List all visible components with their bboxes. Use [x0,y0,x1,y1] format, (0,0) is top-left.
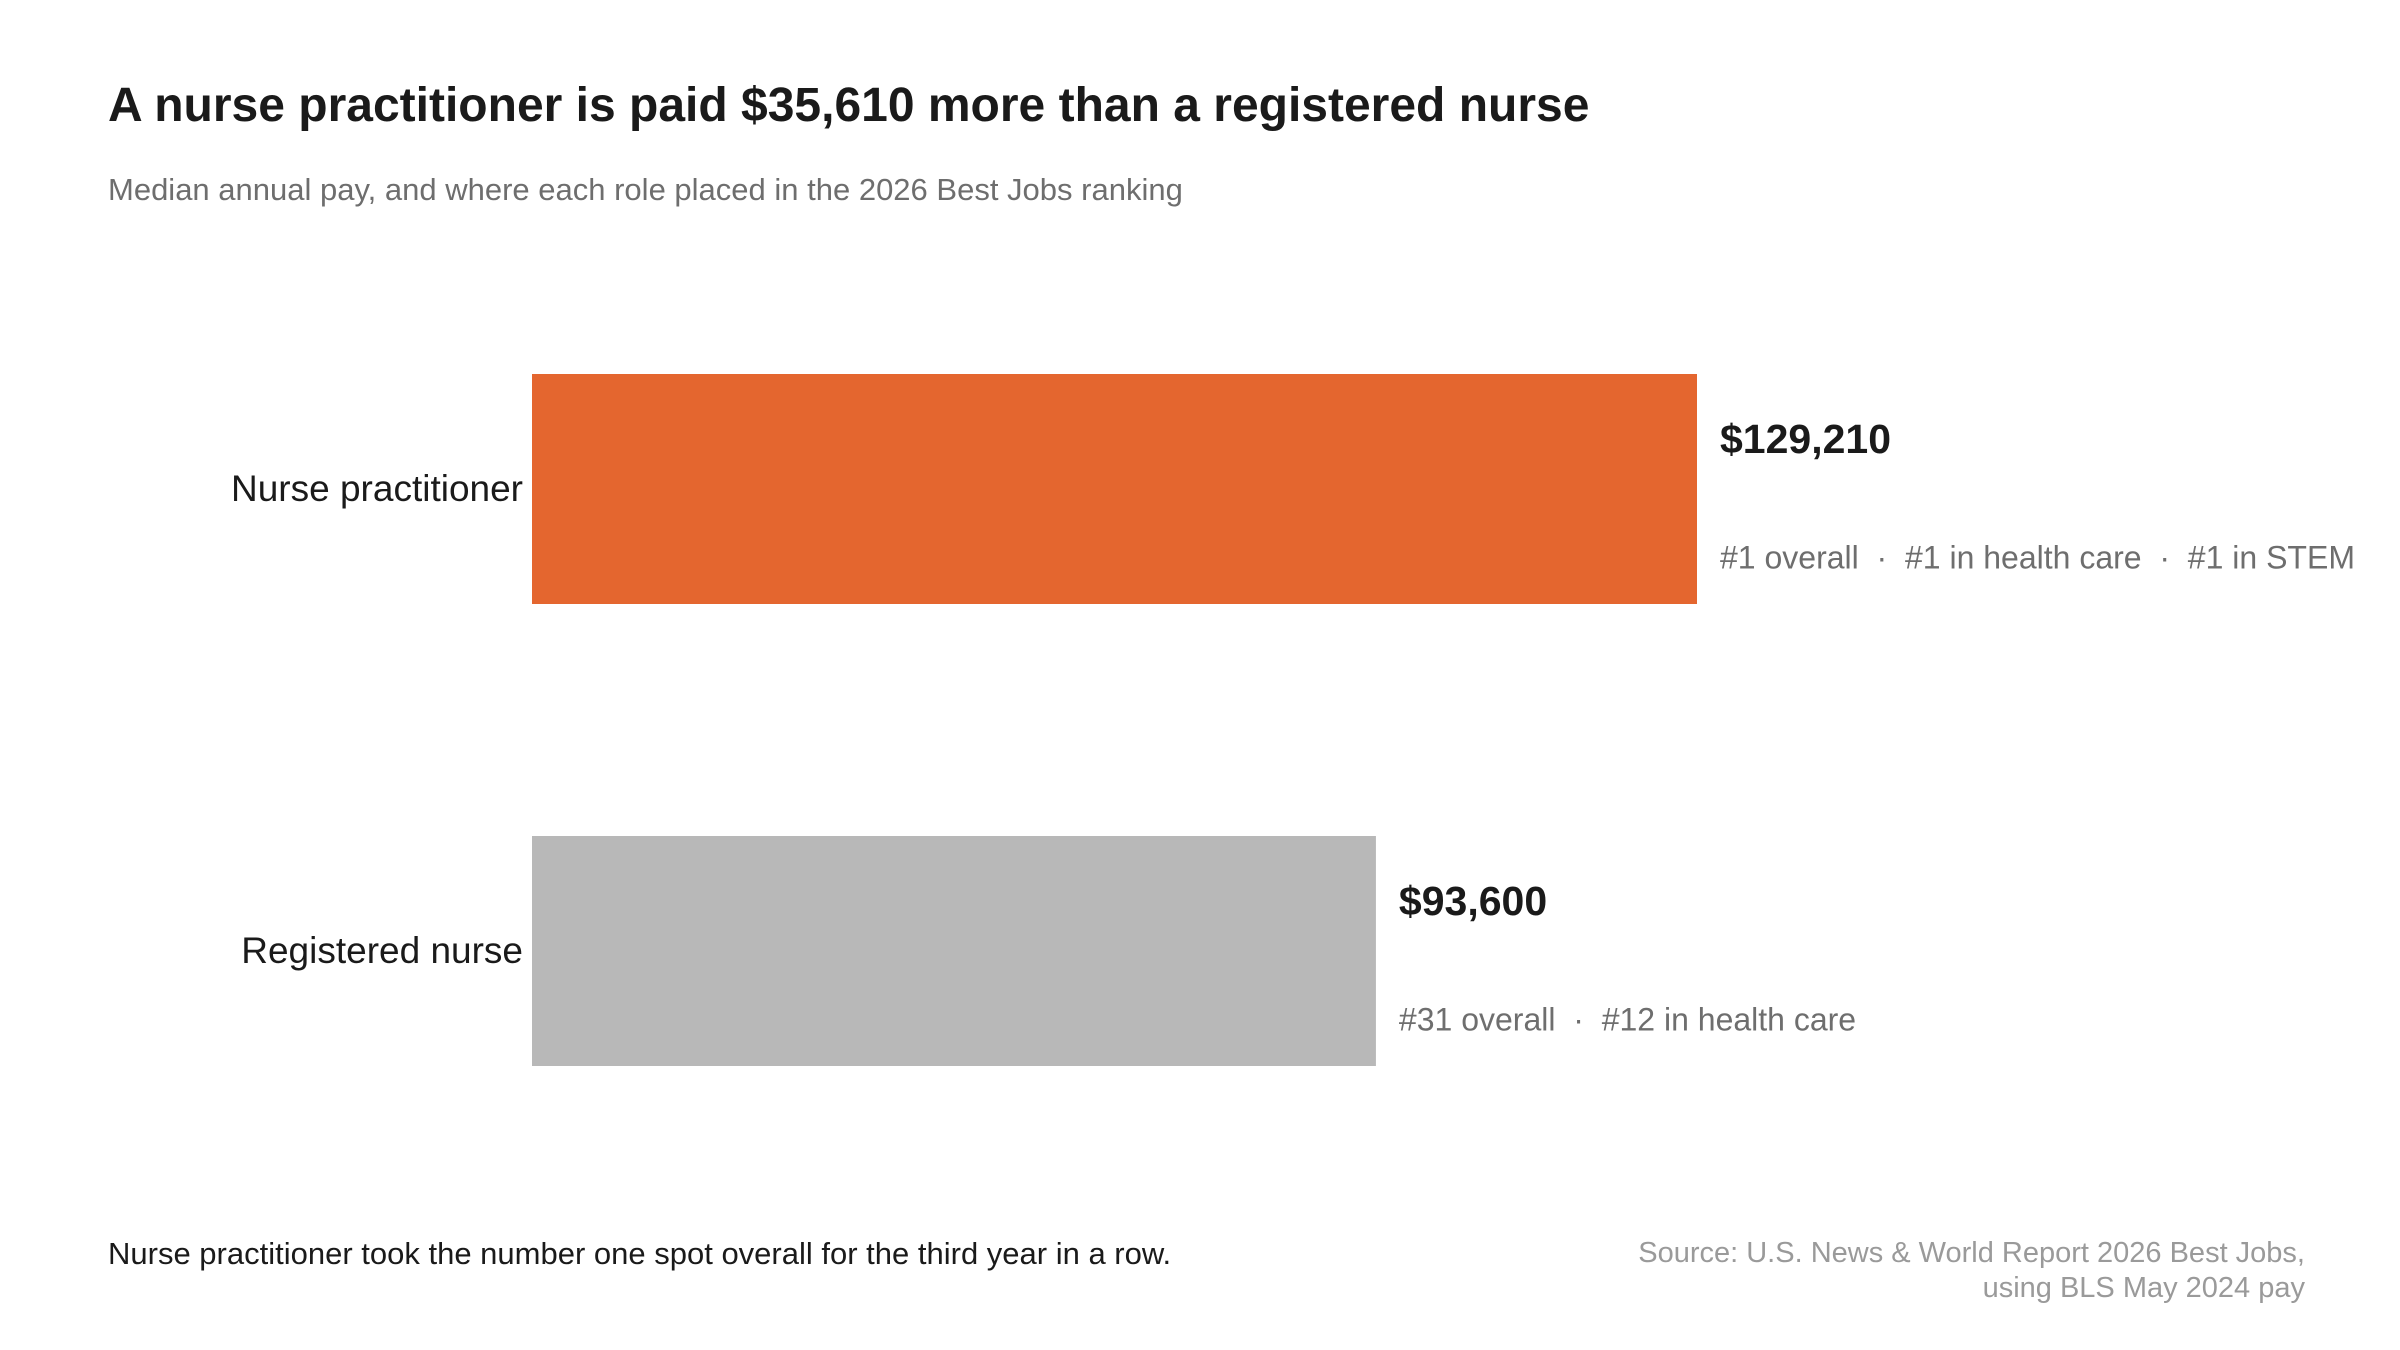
rank-label-registered-nurse: #31 overall · #12 in health care [1399,1001,1856,1037]
bar-chart: Nurse practitioner $129,210 #1 overall · #… [231,374,2355,1066]
value-label-nurse-practitioner: $129,210 [1720,416,1891,462]
bar-registered-nurse [532,836,1376,1066]
chart-footnote: Nurse practitioner took the number one s… [108,1236,1172,1271]
value-label-registered-nurse: $93,600 [1399,878,1547,924]
chart-title: A nurse practitioner is paid $35,610 mor… [108,79,1590,132]
category-label-nurse-practitioner: Nurse practitioner [231,468,523,509]
chart-subtitle: Median annual pay, and where each role p… [108,172,1183,207]
bar-nurse-practitioner [532,374,1697,604]
source-line-2: using BLS May 2024 pay [1982,1272,2305,1304]
source-note: Source: U.S. News & World Report 2026 Be… [1638,1236,2305,1306]
source-line-1: Source: U.S. News & World Report 2026 Be… [1638,1237,2305,1269]
category-label-registered-nurse: Registered nurse [241,930,523,971]
rank-label-nurse-practitioner: #1 overall · #1 in health care · #1 in S… [1720,539,2355,575]
